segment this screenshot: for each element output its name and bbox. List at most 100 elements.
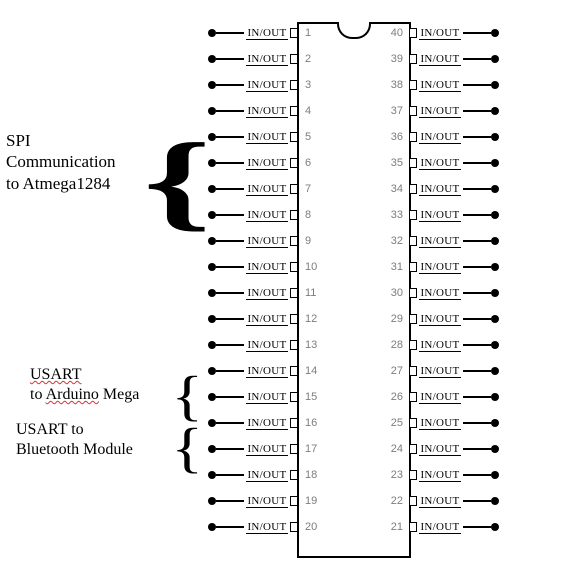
right-pin-row: IN/OUT [407,312,499,326]
pin-io-label: IN/OUT [246,365,288,378]
pin-number: 4 [305,105,311,117]
pin-dot [491,367,499,375]
pin-lead [216,58,244,60]
pin-lead [463,58,491,60]
pin-stub [290,314,297,324]
pin-io-label: IN/OUT [419,235,461,248]
pin-stub [290,28,297,38]
pin-io-label: IN/OUT [246,131,288,144]
pin-lead [216,318,244,320]
pin-io-label: IN/OUT [246,53,288,66]
pin-stub [410,392,417,402]
pin-number: 9 [305,235,311,247]
left-pin-row: IN/OUT [208,364,300,378]
pin-dot [491,523,499,531]
pin-number: 10 [305,261,317,273]
chip-notch [337,22,371,39]
left-pin-row: IN/OUT [208,390,300,404]
pin-lead [463,266,491,268]
right-pin-row: IN/OUT [407,416,499,430]
pin-stub [290,444,297,454]
pin-stub [410,262,417,272]
pin-lead [216,240,244,242]
pin-io-label: IN/OUT [419,287,461,300]
pin-dot [208,263,216,271]
right-pin-row: IN/OUT [407,52,499,66]
pin-dot [208,393,216,401]
pin-stub [290,210,297,220]
pin-stub [290,392,297,402]
pin-dot [491,55,499,63]
pin-lead [463,500,491,502]
pin-number: 29 [385,313,403,325]
pin-number: 37 [385,105,403,117]
pin-number: 36 [385,131,403,143]
pin-lead [216,162,244,164]
pin-stub [410,28,417,38]
pin-io-label: IN/OUT [419,183,461,196]
pin-number: 30 [385,287,403,299]
right-pin-row: IN/OUT [407,26,499,40]
pin-lead [463,318,491,320]
pin-dot [208,419,216,427]
pin-dot [491,263,499,271]
pin-number: 28 [385,339,403,351]
pin-dot [208,367,216,375]
pin-lead [216,370,244,372]
pin-stub [290,80,297,90]
pin-lead [463,344,491,346]
pin-stub [290,366,297,376]
pin-stub [410,132,417,142]
pin-stub [290,470,297,480]
pin-lead [463,370,491,372]
pin-dot [491,393,499,401]
left-pin-row: IN/OUT [208,312,300,326]
pin-number: 13 [305,339,317,351]
left-pin-row: IN/OUT [208,156,300,170]
pin-lead [463,110,491,112]
pin-dot [491,419,499,427]
pin-stub [410,496,417,506]
pin-io-label: IN/OUT [246,469,288,482]
pin-lead [463,214,491,216]
annotation-usart-mega: USARTto Arduino Mega [30,365,139,405]
pin-lead [216,136,244,138]
pin-stub [410,340,417,350]
pin-number: 25 [385,417,403,429]
pin-dot [491,341,499,349]
pin-lead [463,188,491,190]
pin-number: 22 [385,495,403,507]
pin-lead [463,32,491,34]
right-pin-row: IN/OUT [407,520,499,534]
pin-io-label: IN/OUT [419,391,461,404]
pin-dot [208,81,216,89]
pin-stub [290,236,297,246]
right-pin-row: IN/OUT [407,208,499,222]
pin-io-label: IN/OUT [419,157,461,170]
pin-io-label: IN/OUT [419,495,461,508]
pin-number: 26 [385,391,403,403]
left-pin-row: IN/OUT [208,520,300,534]
pin-lead [216,422,244,424]
pin-number: 19 [305,495,317,507]
pin-io-label: IN/OUT [246,79,288,92]
pin-dot [491,107,499,115]
pin-stub [410,54,417,64]
pin-lead [216,266,244,268]
pin-lead [463,136,491,138]
right-pin-row: IN/OUT [407,364,499,378]
right-pin-row: IN/OUT [407,234,499,248]
pin-stub [290,106,297,116]
pin-dot [208,341,216,349]
pin-lead [216,474,244,476]
pin-io-label: IN/OUT [246,183,288,196]
pin-dot [208,29,216,37]
pin-lead [216,32,244,34]
pin-io-label: IN/OUT [246,157,288,170]
annotation-usart-bt: USART toBluetooth Module [16,420,133,460]
right-pin-row: IN/OUT [407,260,499,274]
pin-number: 2 [305,53,311,65]
pin-io-label: IN/OUT [246,443,288,456]
pin-number: 40 [385,27,403,39]
pin-lead [216,396,244,398]
